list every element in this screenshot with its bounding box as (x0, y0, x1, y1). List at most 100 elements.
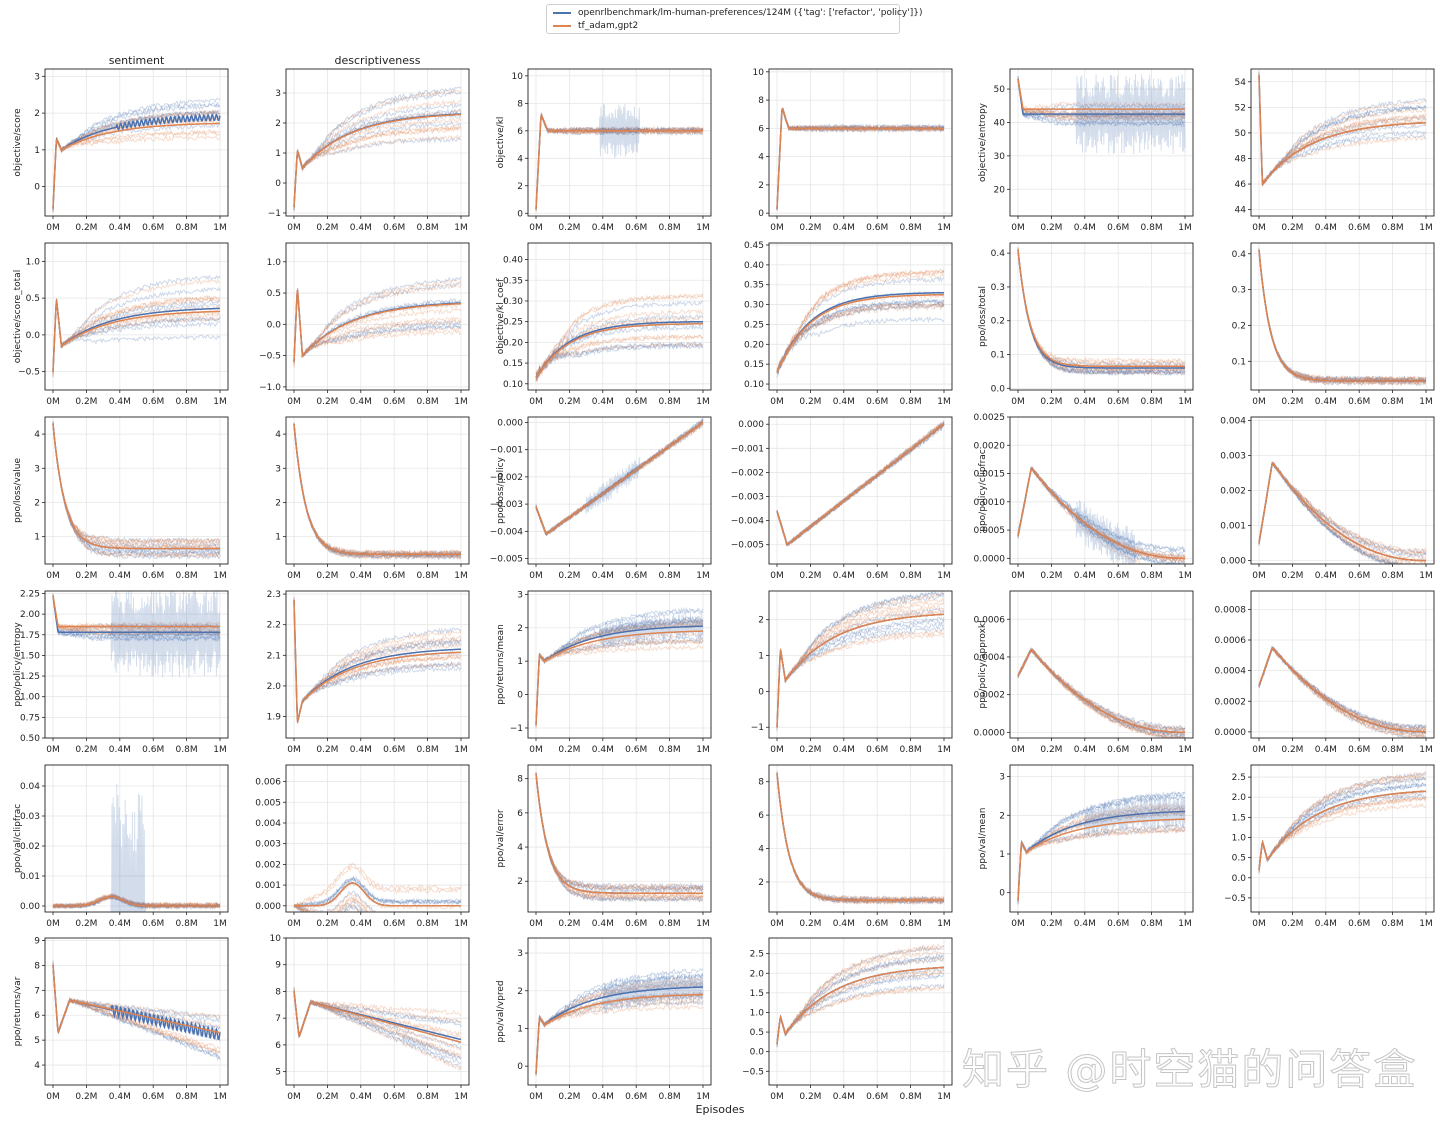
orange-run-line (776, 943, 945, 1041)
y-tick-label: 7 (275, 1014, 281, 1024)
x-tick-label: 0.8M (417, 223, 439, 233)
plot-area (528, 243, 711, 390)
blue-run-line (776, 110, 945, 211)
y-tick-label: 50 (994, 85, 1006, 95)
plot-frame (527, 68, 712, 217)
plot-area (528, 938, 711, 1085)
blue-run-line (1258, 250, 1427, 383)
x-tick-label: 0.2M (799, 397, 821, 407)
orange-run-line (52, 596, 221, 629)
orange-run-line (52, 424, 221, 545)
y-tick-label: −0.002 (731, 468, 764, 478)
orange-run-line (293, 595, 462, 724)
x-tick-label: 0.6M (383, 397, 405, 407)
plot-frame (768, 416, 953, 565)
x-tick-label: 1M (1419, 223, 1433, 233)
orange-run-line (776, 269, 945, 374)
y-tick-label: 0.25 (744, 320, 764, 330)
x-tick-label: 0.2M (799, 745, 821, 755)
y-tick-label: 1.9 (267, 713, 282, 723)
y-tick-label: 0.003 (255, 840, 281, 850)
orange-run-line (293, 425, 462, 557)
orange-run-line (52, 278, 221, 373)
series-group (52, 960, 221, 1061)
blue-run-line (535, 774, 704, 890)
orange-run-line (293, 865, 461, 908)
series-group (1017, 647, 1186, 738)
x-tick-label: 0.2M (799, 1092, 821, 1102)
y-tick-label: 5 (275, 1068, 281, 1078)
subplot-13: 0M 0.2M 0.4M 0.6M 0.8M 1M 1 2 3 4 ppo/loss/value (13, 416, 229, 581)
orange-mean-line (776, 108, 944, 209)
orange-run-line (293, 424, 462, 556)
y-tick-label: 1.00 (20, 693, 40, 703)
subplot-11: 0M 0.2M 0.4M 0.6M 0.8M 1M 0.0 0.1 0.2 0.3 0.4 ppo/l… (978, 242, 1194, 407)
orange-run-line (1017, 823, 1186, 901)
series-group (1258, 644, 1427, 738)
series-group (293, 862, 462, 912)
blue-run-line (535, 972, 704, 1074)
y-tick-label: 20 (994, 185, 1006, 195)
x-tick-label: 0M (1011, 571, 1025, 581)
orange-run-line (1017, 80, 1186, 116)
blue-run-line (776, 622, 945, 725)
x-tick-label: 0.6M (866, 571, 888, 581)
blue-run-line (776, 619, 945, 728)
x-tick-label: 0M (529, 397, 543, 407)
series-group (1017, 247, 1186, 377)
y-tick-label: 0.75 (20, 713, 40, 723)
orange-run-line (1017, 827, 1186, 905)
plot-area (286, 69, 469, 216)
x-tick-label: 0.2M (1281, 223, 1303, 233)
y-tick-label: 2 (34, 498, 40, 508)
orange-run-line (776, 945, 945, 1044)
blue-run-line (52, 109, 221, 210)
blue-run-line (52, 961, 221, 1058)
orange-run-line (1017, 467, 1154, 564)
orange-run-line (776, 301, 945, 374)
x-tick-label: 0.8M (900, 223, 922, 233)
y-tick-label: 8 (517, 99, 523, 109)
y-tick-label: 8 (758, 778, 764, 788)
x-tick-label: 0M (529, 223, 543, 233)
series-group (293, 986, 462, 1071)
x-tick-label: 0M (529, 745, 543, 755)
blue-run-line (293, 290, 462, 359)
blue-run-line (293, 600, 462, 721)
x-tick-label: 0M (1011, 397, 1025, 407)
x-tick-label: 0.4M (1074, 919, 1096, 929)
y-tick-label: 2.00 (20, 610, 40, 620)
series-group (1017, 791, 1186, 905)
orange-mean-line (776, 966, 944, 1044)
x-tick-label: 0M (287, 1092, 301, 1102)
orange-run-line (293, 290, 462, 358)
blue-run-line (535, 609, 704, 727)
blue-run-line (1258, 781, 1427, 870)
blue-run-line (776, 594, 945, 729)
x-tick-label: 0.4M (592, 745, 614, 755)
y-tick-label: 0.3 (991, 283, 1005, 293)
watermark: 知乎 @时空猫的问答盒 (961, 1045, 1418, 1095)
x-tick-label: 0M (1252, 397, 1266, 407)
orange-run-line (293, 98, 462, 205)
x-tick-label: 0M (1011, 223, 1025, 233)
plot-frame (768, 242, 953, 391)
orange-run-line (535, 1004, 704, 1073)
blue-run-line (776, 954, 945, 1045)
x-tick-label: 0.2M (799, 223, 821, 233)
blue-run-line (776, 945, 945, 1046)
y-tick-label: 6 (517, 127, 523, 137)
orange-mean-line (1017, 818, 1185, 901)
blue-run-line (1017, 794, 1186, 898)
y-tick-label: 0.001 (255, 881, 281, 891)
x-tick-label: 0.8M (900, 397, 922, 407)
subplot-18: 0M 0.2M 0.4M 0.6M 0.8M 1M 0.000 0.001 0.002 0.003… (1220, 417, 1435, 581)
x-tick-label: 0.2M (75, 1092, 97, 1102)
y-tick-label: 0.0 (1232, 874, 1247, 884)
blue-mean-line (1017, 810, 1185, 901)
blue-run-line (293, 276, 462, 360)
blue-run-line (52, 109, 221, 210)
x-tick-label: 0.8M (417, 919, 439, 929)
x-tick-label: 0.2M (316, 745, 338, 755)
y-axis-label: objective/score_total (13, 270, 23, 363)
